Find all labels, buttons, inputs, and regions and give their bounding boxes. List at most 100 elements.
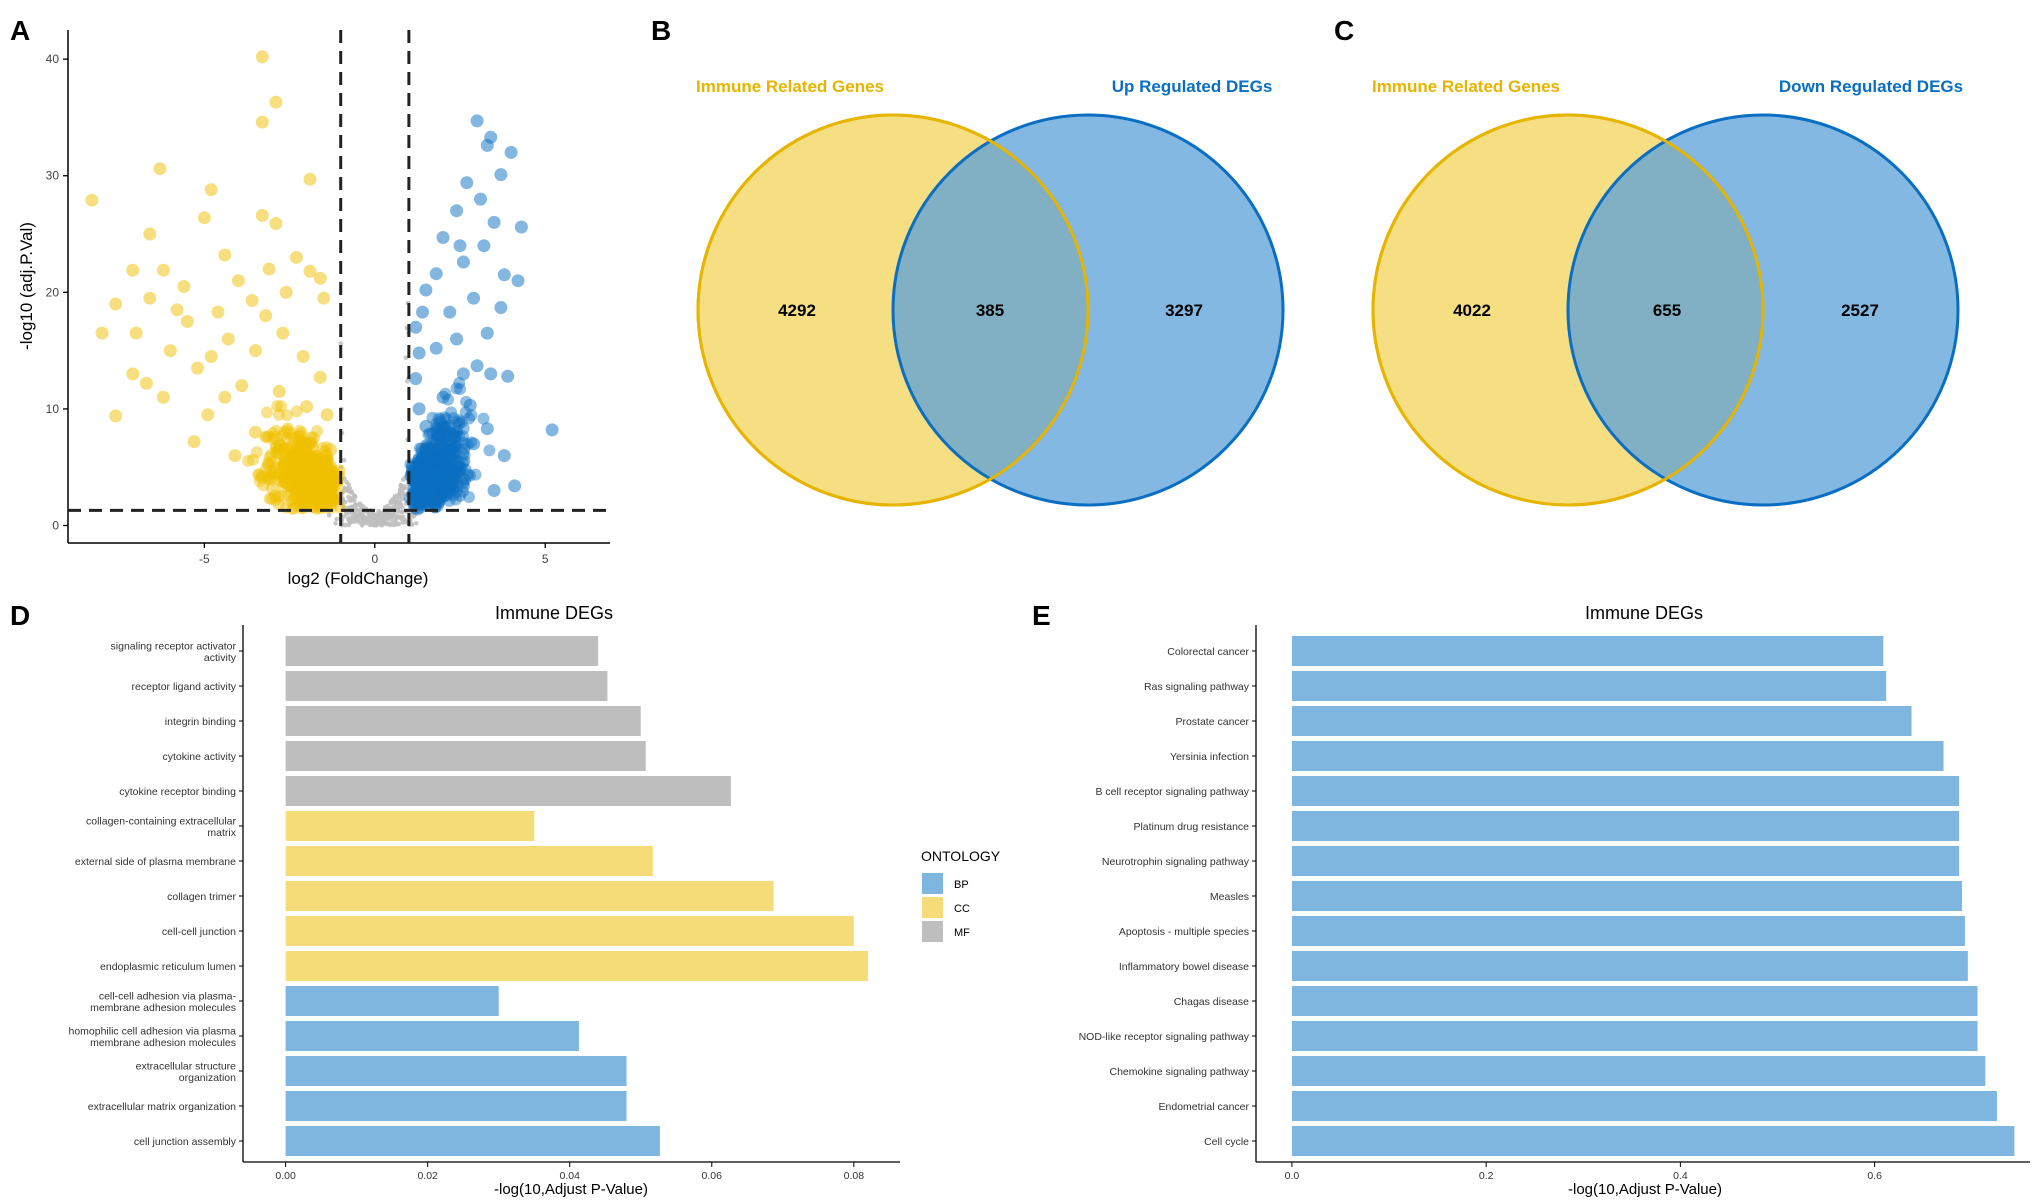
down-outlier-point (139, 376, 153, 390)
up-regulated-point (441, 430, 454, 443)
down-regulated-point (314, 466, 327, 479)
down-regulated-point (291, 488, 304, 501)
up-regulated-point (415, 453, 428, 466)
kegg-category-label: Chagas disease (1174, 996, 1249, 1008)
down-regulated-point (303, 467, 316, 480)
up-regulated-point (418, 475, 431, 488)
up-regulated-point (442, 477, 455, 490)
down-regulated-point (307, 464, 320, 477)
go-bar (285, 846, 653, 876)
up-regulated-point (440, 462, 453, 475)
down-regulated-point (296, 456, 309, 469)
down-regulated-point (309, 468, 322, 481)
up-outlier-point (456, 255, 470, 269)
nonsignificant-point (412, 513, 417, 518)
down-regulated-point (267, 432, 279, 445)
nonsignificant-point (342, 476, 347, 481)
kegg-category-label: Colorectal cancer (1167, 646, 1249, 658)
down-regulated-point (321, 453, 334, 466)
go-bar (285, 811, 535, 841)
nonsignificant-point (333, 521, 338, 526)
up-outlier-point (467, 291, 481, 305)
up-regulated-point (418, 474, 431, 487)
down-regulated-point (322, 453, 334, 466)
up-regulated-point (430, 455, 443, 468)
down-regulated-point (308, 457, 321, 470)
down-regulated-point (309, 464, 321, 477)
go-bar (285, 776, 731, 806)
down-regulated-point (311, 476, 323, 489)
down-regulated-point (275, 490, 288, 502)
venn-b-overlap-count: 385 (976, 301, 1004, 320)
up-regulated-point (440, 464, 453, 477)
x-tick-label: 0.4 (1673, 1170, 1688, 1182)
up-regulated-point (416, 457, 429, 470)
up-regulated-point (448, 439, 461, 452)
down-regulated-point (308, 468, 321, 481)
down-regulated-point (306, 491, 319, 503)
nonsignificant-point (345, 516, 351, 522)
up-regulated-point (415, 471, 428, 483)
down-regulated-point (304, 498, 316, 511)
nonsignificant-point (400, 514, 406, 520)
down-regulated-point (266, 471, 278, 484)
down-regulated-point (250, 446, 263, 459)
down-regulated-point (293, 454, 306, 467)
legend-label-bp: BP (954, 879, 969, 891)
kegg-bar (1291, 1091, 1997, 1121)
down-regulated-point (278, 452, 291, 464)
up-regulated-point (435, 482, 448, 495)
up-regulated-point (428, 443, 441, 456)
down-regulated-point (266, 468, 279, 481)
down-regulated-point (305, 485, 318, 497)
up-regulated-point (423, 457, 436, 469)
down-regulated-point (304, 473, 317, 486)
down-regulated-point (247, 453, 259, 466)
up-regulated-point (433, 485, 446, 498)
down-regulated-point (290, 446, 303, 459)
up-regulated-point (420, 467, 433, 480)
up-regulated-point (415, 462, 428, 474)
up-regulated-point (448, 473, 461, 486)
down-regulated-point (298, 450, 311, 462)
nonsignificant-point (403, 355, 409, 361)
up-regulated-point (436, 477, 449, 490)
down-regulated-point (312, 460, 325, 473)
up-regulated-point (440, 489, 453, 502)
up-regulated-point (457, 457, 469, 470)
go-category-label: endoplasmic reticulum lumen (100, 961, 236, 973)
up-regulated-point (429, 459, 442, 471)
down-regulated-point (304, 484, 317, 497)
down-regulated-point (298, 467, 311, 480)
up-outlier-point (412, 346, 426, 360)
down-regulated-point (284, 443, 297, 456)
up-regulated-point (420, 463, 433, 476)
down-regulated-point (313, 466, 326, 479)
go-category-label: cell-cell junction (162, 926, 236, 938)
up-regulated-point (433, 451, 446, 464)
up-regulated-point (412, 472, 425, 485)
up-regulated-point (415, 453, 428, 466)
up-outlier-point (487, 484, 501, 497)
down-regulated-point (311, 478, 324, 491)
kegg-x-ticks: 0.0 0.2 0.4 0.6 (1285, 1162, 1882, 1182)
go-category-label: cytokine receptor binding (119, 786, 236, 798)
down-regulated-point (309, 466, 322, 479)
down-regulated-point (312, 457, 325, 470)
down-regulated-point (293, 492, 306, 505)
down-regulated-point (308, 476, 321, 489)
up-regulated-point (419, 459, 432, 472)
down-regulated-point (309, 475, 322, 488)
go-x-label: -log(10,Adjust P-Value) (494, 1181, 648, 1198)
down-outlier-point (218, 248, 232, 262)
down-regulated-point (262, 430, 275, 443)
up-regulated-point (426, 437, 439, 449)
up-regulated-point (419, 475, 432, 488)
go-bar (285, 986, 499, 1016)
up-regulated-point (434, 494, 447, 507)
down-regulated-point (294, 494, 307, 507)
up-regulated-point (416, 465, 429, 478)
up-regulated-point (431, 454, 444, 467)
down-regulated-point (311, 469, 324, 482)
nonsignificant-point (346, 494, 351, 500)
